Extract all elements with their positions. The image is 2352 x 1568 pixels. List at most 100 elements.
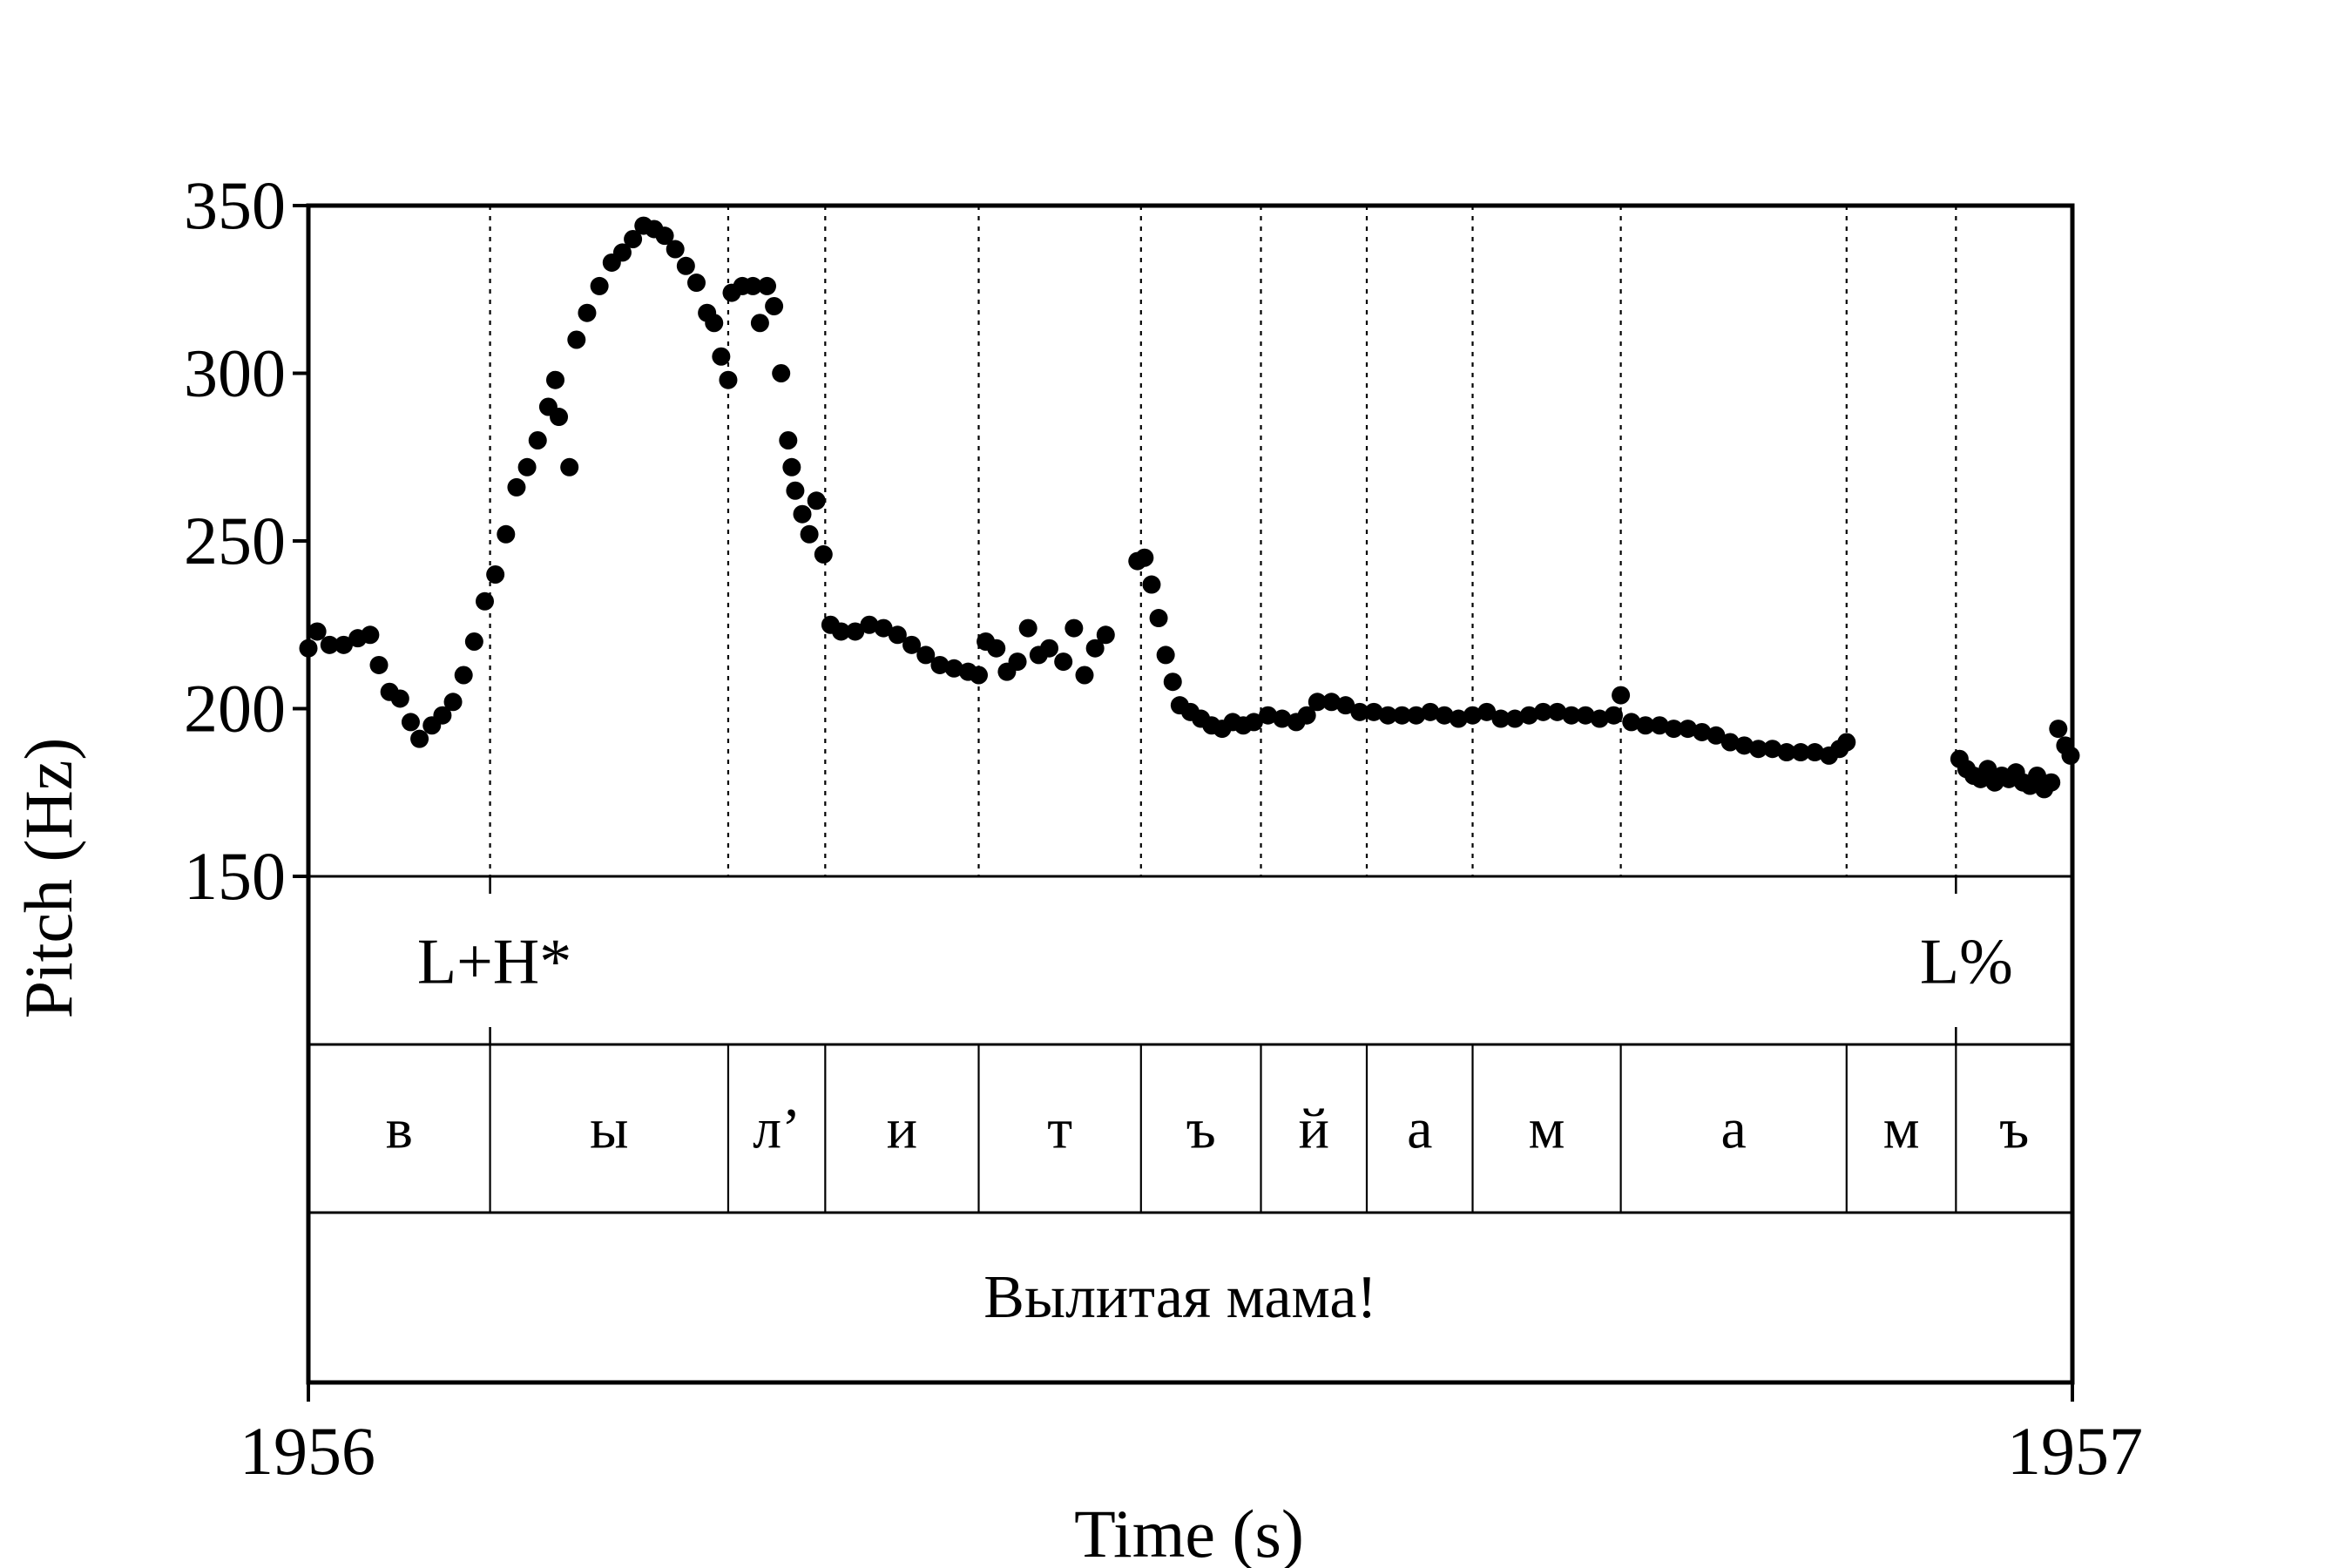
pitch-point <box>1491 709 1511 728</box>
pitch-point <box>507 477 526 497</box>
y-tick-label: 200 <box>184 671 286 747</box>
pitch-point <box>1978 760 1997 779</box>
pitch-point <box>1008 652 1027 672</box>
pitch-point <box>800 524 819 544</box>
tone-label: L% <box>1920 927 2013 998</box>
segment-label: ы <box>590 1098 628 1161</box>
pitch-point <box>1336 696 1355 715</box>
pitch-point <box>1650 716 1669 735</box>
pitch-point <box>765 297 784 315</box>
pitch-point <box>846 622 865 641</box>
pitch-point <box>1297 706 1316 725</box>
pitch-point <box>2028 767 2046 785</box>
boundary-lines <box>489 206 1957 1213</box>
pitch-point <box>1519 706 1538 725</box>
pitch-point <box>1142 575 1161 594</box>
pitch-point <box>567 330 586 349</box>
pitch-point <box>987 639 1006 658</box>
segment-label: ъ <box>1999 1098 2029 1161</box>
pitch-point <box>1064 618 1084 638</box>
pitch-point <box>1805 743 1824 762</box>
pitch-point <box>320 635 339 654</box>
pitch-point <box>560 457 579 476</box>
segment-label: и <box>887 1098 917 1161</box>
pitch-point <box>2061 746 2080 765</box>
pitch-point <box>308 622 327 641</box>
pitch-point <box>916 645 936 665</box>
pitch-point <box>1693 722 1712 741</box>
segment-label: ъ <box>1186 1098 1216 1161</box>
pitch-point <box>546 370 564 389</box>
segment-label: а <box>1407 1098 1432 1161</box>
pitch-point <box>2049 720 2068 739</box>
pitch-point <box>902 635 922 654</box>
pitch-point <box>779 431 798 449</box>
pitch-point <box>1707 726 1726 745</box>
pitch-point <box>590 276 609 295</box>
pitch-point <box>1308 693 1327 712</box>
pitch-point <box>517 457 537 476</box>
pitch-point <box>743 276 762 295</box>
pitch-point <box>1085 639 1105 658</box>
sentence-label: Вылитая мама! <box>983 1264 1376 1331</box>
pitch-point <box>1477 702 1497 721</box>
tier-labels: L+H* L% в ы л’ и т ъ й а м а м ъ <box>386 927 2030 1161</box>
pitch-point <box>1605 706 1623 725</box>
pitch-point <box>1393 706 1411 725</box>
pitch-point <box>807 491 826 510</box>
x-tick-label: 1956 <box>240 1413 375 1489</box>
pitch-point <box>1054 652 1073 672</box>
pitch-point <box>1322 693 1341 712</box>
pitch-point <box>433 706 452 725</box>
pitch-point <box>1350 702 1369 721</box>
pitch-point <box>782 457 801 476</box>
pitch-point <box>814 544 833 564</box>
pitch-point <box>1636 716 1655 735</box>
y-tick-label: 350 <box>184 167 286 243</box>
tone-label: L+H* <box>417 927 571 998</box>
pitch-point <box>299 639 318 658</box>
pitch-point <box>1149 609 1168 628</box>
pitch-point <box>1791 743 1810 762</box>
pitch-point <box>361 625 380 645</box>
x-tick-label: 1957 <box>2007 1413 2143 1489</box>
pitch-point <box>1463 706 1482 725</box>
x-axis-title: Time (s) <box>1074 1496 1304 1568</box>
pitch-point <box>687 274 706 293</box>
pitch-point <box>1763 740 1782 759</box>
pitch-point <box>1273 709 1292 728</box>
pitch-point <box>612 243 632 262</box>
pitch-point <box>1534 702 1552 721</box>
pitch-point <box>1664 720 1683 739</box>
pitch-point <box>758 276 776 295</box>
pitch-point <box>486 565 505 584</box>
pitch-point <box>666 240 685 259</box>
pitch-point <box>874 618 893 638</box>
pitch-point <box>1156 645 1175 665</box>
pitch-point <box>676 256 695 275</box>
segment-label: т <box>1047 1098 1072 1161</box>
pitch-point <box>1679 720 1698 739</box>
pitch-point <box>410 729 429 748</box>
pitch-point <box>930 655 950 674</box>
pitch-point <box>369 655 389 674</box>
pitch-point <box>1590 709 1609 728</box>
y-axis-ticks: 150 200 250 300 350 <box>184 167 308 914</box>
pitch-point <box>1163 672 1182 692</box>
pitch-point <box>888 625 907 645</box>
y-tick-label: 250 <box>184 503 286 578</box>
pitch-point <box>390 689 409 708</box>
pitch-point <box>719 370 738 389</box>
segment-label: л’ <box>753 1098 801 1161</box>
pitch-point <box>860 615 879 634</box>
pitch-points <box>299 216 2080 799</box>
segment-label: й <box>1299 1098 1329 1161</box>
pitch-point <box>624 230 643 248</box>
pitch-point <box>944 659 963 678</box>
pitch-point <box>1096 625 1115 645</box>
pitch-point <box>1837 733 1856 752</box>
pitch-point <box>464 632 483 651</box>
pitch-point <box>443 693 463 712</box>
pitch-point <box>832 622 851 641</box>
pitch-point <box>793 504 812 524</box>
